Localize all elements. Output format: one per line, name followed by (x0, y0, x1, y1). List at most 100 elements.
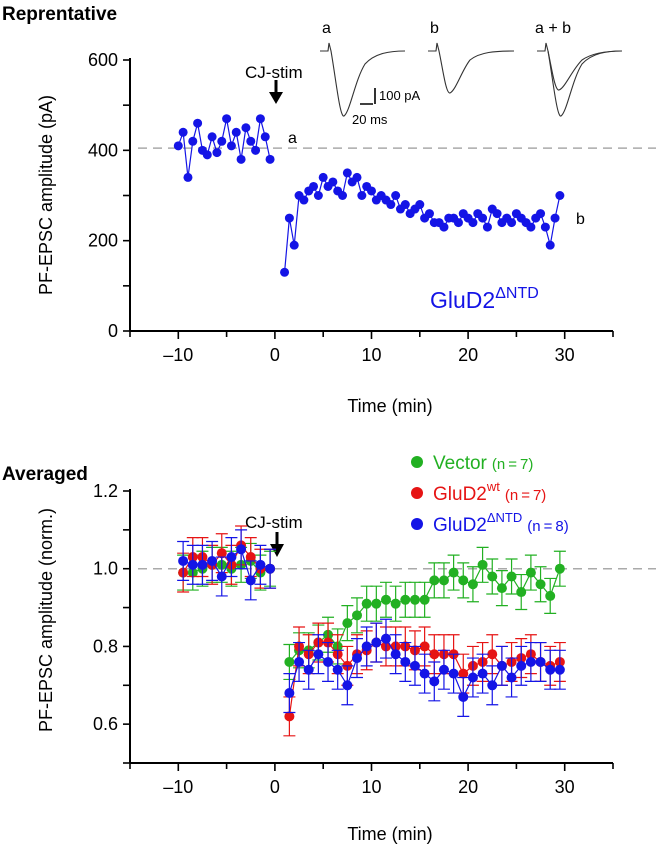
data-point (265, 154, 275, 164)
data-point (332, 664, 343, 675)
data-point (535, 579, 546, 590)
data-point (178, 555, 189, 566)
data-point (487, 571, 498, 582)
data-point (303, 664, 314, 675)
x-axis-label: Time (min) (347, 396, 432, 416)
data-point (245, 552, 256, 563)
point-label-b: b (576, 211, 585, 228)
trace-label-a-plus-b: a + b (535, 20, 571, 37)
y-tick-label: 600 (88, 50, 118, 70)
data-point (526, 222, 536, 232)
series-2 (177, 529, 566, 717)
data-point (265, 563, 276, 574)
legend-label: Vector (n = 7) (433, 453, 533, 474)
x-tick-label: 20 (458, 777, 478, 797)
data-point (545, 590, 556, 601)
data-point (216, 548, 227, 559)
data-point (448, 567, 459, 578)
x-tick-label: 10 (361, 345, 381, 365)
data-point (289, 240, 299, 250)
data-point (390, 649, 401, 660)
data-point (536, 209, 546, 219)
y-tick-label: 1.2 (93, 481, 118, 501)
data-point (284, 711, 295, 722)
x-axis-label: Time (min) (347, 824, 432, 844)
data-point (487, 680, 498, 691)
data-point (477, 668, 488, 679)
data-point (231, 127, 241, 137)
series-label: GluD2ΔNTD (430, 285, 539, 313)
data-point (380, 633, 391, 644)
data-point (193, 118, 203, 128)
y-tick-label: 0 (108, 321, 118, 341)
data-point (255, 114, 265, 124)
legend-n: (n = 7) (492, 456, 533, 473)
y-tick-label: 400 (88, 140, 118, 160)
data-point (507, 218, 517, 228)
data-point (525, 567, 536, 578)
arrow-down-icon (270, 532, 284, 557)
x-tick-label: 30 (555, 345, 575, 365)
data-point (438, 575, 449, 586)
trace-a-plus-b-1 (537, 42, 623, 117)
data-point (467, 672, 478, 683)
data-point (284, 656, 295, 667)
data-point (197, 559, 208, 570)
y-tick-label: 0.6 (93, 714, 118, 734)
data-point (207, 555, 218, 566)
data-point (342, 618, 353, 629)
data-point (380, 594, 391, 605)
data-point (313, 649, 324, 660)
arrow-down-icon (269, 80, 283, 104)
data-point (299, 195, 309, 205)
data-point (516, 660, 527, 671)
data-point (458, 668, 469, 679)
data-point (255, 559, 266, 570)
data-point (284, 688, 295, 699)
data-point (371, 637, 382, 648)
x-tick-label: –10 (163, 777, 193, 797)
data-point (458, 575, 469, 586)
y-axis-label: PF-EPSC amplitude (pA) (36, 95, 56, 295)
data-point (352, 610, 363, 621)
data-point (236, 154, 246, 164)
data-point (236, 544, 247, 555)
data-point (371, 598, 382, 609)
data-point (506, 571, 517, 582)
legend-n: (n = 7) (505, 487, 546, 504)
data-point (188, 136, 198, 146)
data-point (477, 559, 488, 570)
data-point (419, 641, 430, 652)
series-0 (177, 542, 566, 681)
x-tick-label: 30 (555, 777, 575, 797)
data-point (545, 664, 556, 675)
data-point (246, 136, 256, 146)
trace-label-b: b (430, 20, 439, 37)
data-point (323, 656, 334, 667)
data-point (226, 552, 237, 563)
legend-n: (n = 8) (527, 518, 568, 535)
data-point (245, 575, 256, 586)
data-point (487, 649, 498, 660)
data-point (187, 559, 198, 570)
data-point (241, 123, 251, 133)
y-axis-label: PF-EPSC amplitude (norm.) (36, 508, 56, 732)
data-point (328, 177, 338, 187)
cj-stim-label: CJ-stim (245, 63, 303, 82)
data-point (309, 181, 319, 191)
data-point (439, 222, 449, 232)
data-point (535, 656, 546, 667)
data-point (540, 222, 550, 232)
data-point (400, 200, 410, 210)
data-point (260, 132, 270, 142)
scale-bar (360, 88, 376, 105)
legend-label: GluD2wt (n = 7) (433, 479, 546, 505)
data-point (545, 240, 555, 250)
data-point (216, 571, 227, 582)
data-point (361, 641, 372, 652)
data-point (183, 172, 193, 182)
trace-label-a: a (322, 20, 331, 37)
point-label-a: a (288, 130, 297, 147)
data-point (284, 213, 294, 223)
data-point (478, 213, 488, 223)
